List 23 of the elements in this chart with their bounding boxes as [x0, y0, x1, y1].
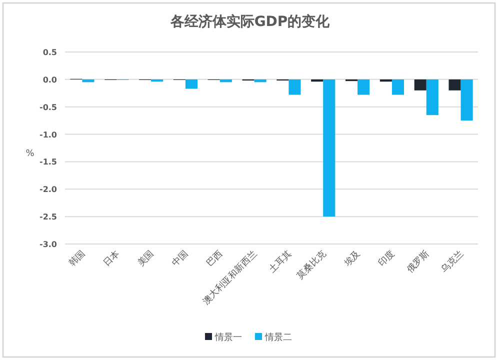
y-tick-label: -1.0 [40, 130, 58, 140]
x-tick-label: 韩国 [66, 248, 88, 269]
y-tick-label: -3.0 [40, 240, 58, 249]
x-tick-label: 乌克兰 [439, 248, 466, 276]
legend-label: 情景二 [264, 332, 292, 343]
chart-title: 各经济体实际GDP的变化 [169, 13, 331, 30]
y-tick-label: -2.5 [40, 212, 58, 222]
x-tick-label: 俄罗斯 [404, 248, 432, 276]
legend-label: 情景一 [214, 332, 242, 343]
x-tick-label: 巴西 [205, 249, 225, 269]
x-tick-label: 印度 [376, 248, 398, 269]
x-tick-label: 土耳其 [266, 248, 294, 276]
y-tick-label: 0.0 [42, 75, 58, 84]
x-tick-label: 日本 [101, 248, 122, 269]
y-tick-label: 0.5 [42, 48, 58, 57]
y-axis-title: % [26, 149, 35, 159]
x-tick-label: 中国 [170, 248, 191, 269]
y-tick-label: -1.5 [40, 158, 58, 167]
x-tick-label: 埃及 [341, 248, 363, 270]
y-tick-label: -0.5 [40, 102, 58, 112]
x-tick-label: 美国 [136, 248, 156, 269]
y-tick-label: -2.0 [40, 185, 58, 194]
x-tick-label: 莫桑比克 [295, 248, 328, 282]
